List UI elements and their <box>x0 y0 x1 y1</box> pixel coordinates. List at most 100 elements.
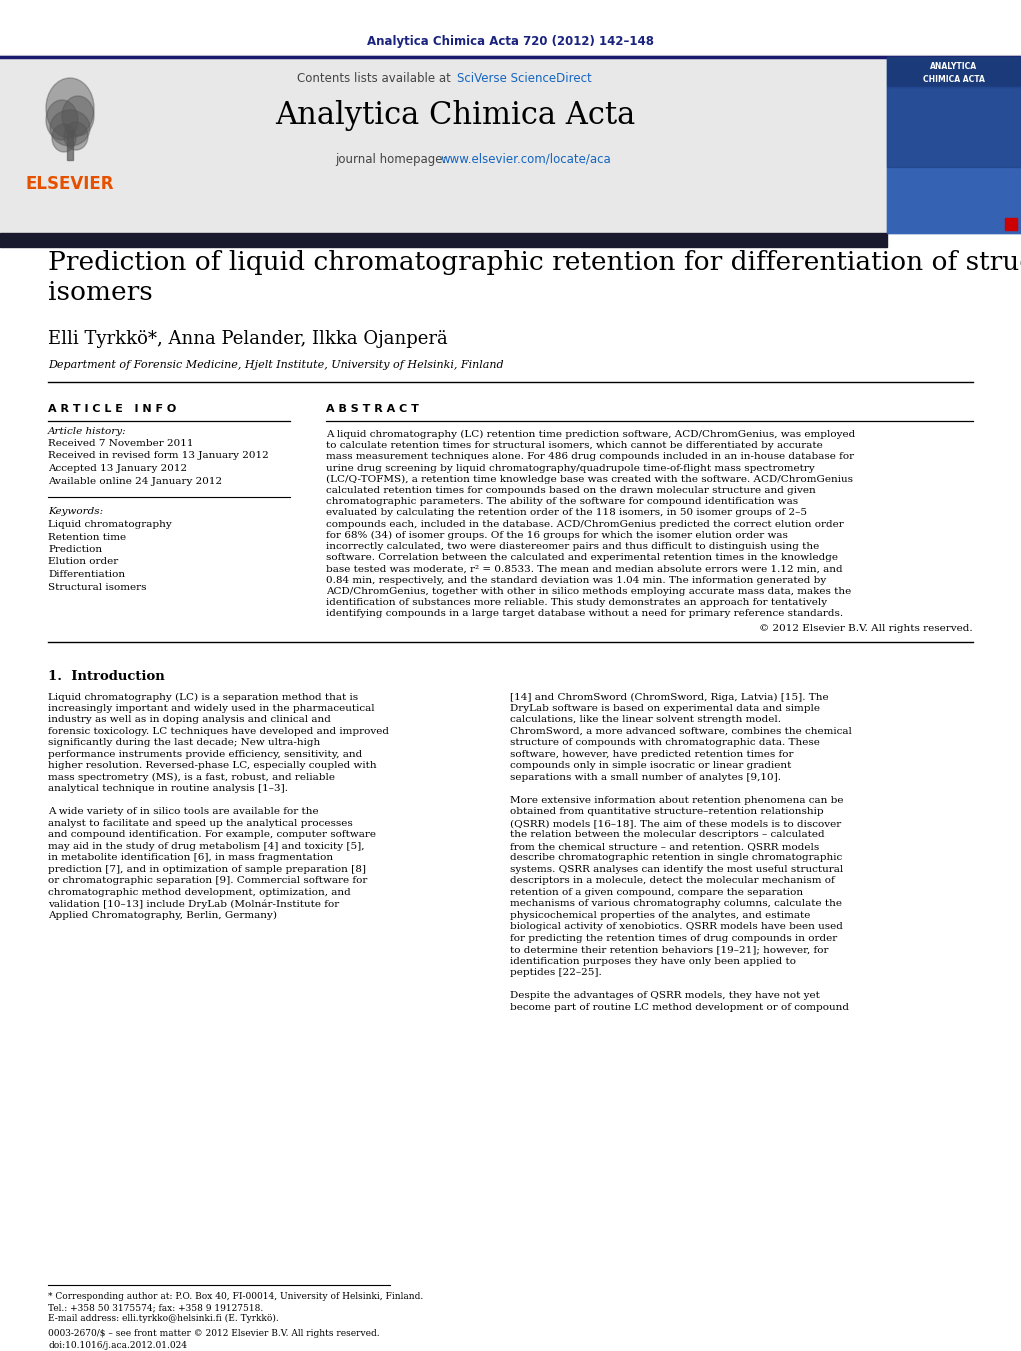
Text: evaluated by calculating the retention order of the 118 isomers, in 50 isomer gr: evaluated by calculating the retention o… <box>326 508 807 517</box>
Text: peptides [22–25].: peptides [22–25]. <box>510 969 601 977</box>
Text: calculated retention times for compounds based on the drawn molecular structure : calculated retention times for compounds… <box>326 486 816 494</box>
Text: biological activity of xenobiotics. QSRR models have been used: biological activity of xenobiotics. QSRR… <box>510 923 843 931</box>
Text: for predicting the retention times of drug compounds in order: for predicting the retention times of dr… <box>510 934 837 943</box>
Text: Received in revised form 13 January 2012: Received in revised form 13 January 2012 <box>48 451 269 461</box>
Text: mass measurement techniques alone. For 486 drug compounds included in an in-hous: mass measurement techniques alone. For 4… <box>326 453 855 462</box>
Text: structure of compounds with chromatographic data. These: structure of compounds with chromatograp… <box>510 739 820 747</box>
Text: © 2012 Elsevier B.V. All rights reserved.: © 2012 Elsevier B.V. All rights reserved… <box>760 624 973 634</box>
Text: higher resolution. Reversed-phase LC, especially coupled with: higher resolution. Reversed-phase LC, es… <box>48 762 377 770</box>
Text: obtained from quantitative structure–retention relationship: obtained from quantitative structure–ret… <box>510 808 824 816</box>
Text: performance instruments provide efficiency, sensitivity, and: performance instruments provide efficien… <box>48 750 362 759</box>
Text: compounds only in simple isocratic or linear gradient: compounds only in simple isocratic or li… <box>510 762 791 770</box>
Ellipse shape <box>52 124 76 153</box>
Text: Article history:: Article history: <box>48 427 127 436</box>
Text: identifying compounds in a large target database without a need for primary refe: identifying compounds in a large target … <box>326 609 843 619</box>
Text: validation [10–13] include DryLab (Molnár-Institute for: validation [10–13] include DryLab (Molná… <box>48 900 339 909</box>
Text: Analytica Chimica Acta: Analytica Chimica Acta <box>275 100 635 131</box>
Text: become part of routine LC method development or of compound: become part of routine LC method develop… <box>510 1002 849 1012</box>
Ellipse shape <box>64 122 88 150</box>
Text: to calculate retention times for structural isomers, which cannot be differentia: to calculate retention times for structu… <box>326 442 823 450</box>
Text: identification of substances more reliable. This study demonstrates an approach : identification of substances more reliab… <box>326 598 827 607</box>
Bar <box>887 57 1021 86</box>
Ellipse shape <box>46 100 78 141</box>
Text: More extensive information about retention phenomena can be: More extensive information about retenti… <box>510 796 843 805</box>
Text: from the chemical structure – and retention. QSRR models: from the chemical structure – and retent… <box>510 842 819 851</box>
Bar <box>1005 218 1017 230</box>
Text: A B S T R A C T: A B S T R A C T <box>326 404 419 413</box>
Text: Analytica Chimica Acta 720 (2012) 142–148: Analytica Chimica Acta 720 (2012) 142–14… <box>367 35 653 49</box>
Text: 1.  Introduction: 1. Introduction <box>48 670 164 684</box>
Text: Structural isomers: Structural isomers <box>48 582 146 592</box>
Text: Received 7 November 2011: Received 7 November 2011 <box>48 439 194 449</box>
Text: doi:10.1016/j.aca.2012.01.024: doi:10.1016/j.aca.2012.01.024 <box>48 1342 187 1350</box>
Text: software, however, have predicted retention times for: software, however, have predicted retent… <box>510 750 793 759</box>
Text: A liquid chromatography (LC) retention time prediction software, ACD/ChromGenius: A liquid chromatography (LC) retention t… <box>326 430 856 439</box>
Text: DryLab software is based on experimental data and simple: DryLab software is based on experimental… <box>510 704 820 713</box>
Text: analytical technique in routine analysis [1–3].: analytical technique in routine analysis… <box>48 785 288 793</box>
Text: significantly during the last decade; New ultra-high: significantly during the last decade; Ne… <box>48 739 321 747</box>
Text: systems. QSRR analyses can identify the most useful structural: systems. QSRR analyses can identify the … <box>510 865 843 874</box>
Text: Prediction of liquid chromatographic retention for differentiation of structural: Prediction of liquid chromatographic ret… <box>48 250 1021 276</box>
Text: identification purposes they have only been applied to: identification purposes they have only b… <box>510 957 796 966</box>
Text: SciVerse ScienceDirect: SciVerse ScienceDirect <box>457 72 592 85</box>
Text: 0.84 min, respectively, and the standard deviation was 1.04 min. The information: 0.84 min, respectively, and the standard… <box>326 576 826 585</box>
Text: www.elsevier.com/locate/aca: www.elsevier.com/locate/aca <box>440 153 611 166</box>
Text: forensic toxicology. LC techniques have developed and improved: forensic toxicology. LC techniques have … <box>48 727 389 736</box>
Text: industry as well as in doping analysis and clinical and: industry as well as in doping analysis a… <box>48 716 331 724</box>
Text: Despite the advantages of QSRR models, they have not yet: Despite the advantages of QSRR models, t… <box>510 992 820 1000</box>
Text: Liquid chromatography: Liquid chromatography <box>48 520 172 530</box>
Text: and compound identification. For example, computer software: and compound identification. For example… <box>48 831 376 839</box>
Bar <box>887 86 1021 232</box>
Text: ACD/ChromGenius, together with other in silico methods employing accurate mass d: ACD/ChromGenius, together with other in … <box>326 586 852 596</box>
Text: Elution order: Elution order <box>48 558 118 566</box>
Text: Tel.: +358 50 3175574; fax: +358 9 19127518.: Tel.: +358 50 3175574; fax: +358 9 19127… <box>48 1302 263 1312</box>
Text: Contents lists available at: Contents lists available at <box>297 72 455 85</box>
Text: Retention time: Retention time <box>48 532 127 542</box>
Text: ChromSword, a more advanced software, combines the chemical: ChromSword, a more advanced software, co… <box>510 727 852 736</box>
Text: to determine their retention behaviors [19–21]; however, for: to determine their retention behaviors [… <box>510 946 828 954</box>
Text: calculations, like the linear solvent strength model.: calculations, like the linear solvent st… <box>510 716 781 724</box>
Text: (QSRR) models [16–18]. The aim of these models is to discover: (QSRR) models [16–18]. The aim of these … <box>510 819 841 828</box>
Text: journal homepage:: journal homepage: <box>335 153 450 166</box>
Text: chromatographic method development, optimization, and: chromatographic method development, opti… <box>48 888 351 897</box>
Text: A R T I C L E   I N F O: A R T I C L E I N F O <box>48 404 177 413</box>
Text: ELSEVIER: ELSEVIER <box>26 176 114 193</box>
Text: mechanisms of various chromatography columns, calculate the: mechanisms of various chromatography col… <box>510 900 842 908</box>
Ellipse shape <box>46 78 94 138</box>
Text: retention of a given compound, compare the separation: retention of a given compound, compare t… <box>510 888 804 897</box>
Text: A wide variety of in silico tools are available for the: A wide variety of in silico tools are av… <box>48 808 319 816</box>
Text: Liquid chromatography (LC) is a separation method that is: Liquid chromatography (LC) is a separati… <box>48 693 358 701</box>
Text: Differentiation: Differentiation <box>48 570 126 580</box>
Text: E-mail address: elli.tyrkko@helsinki.fi (E. Tyrkkö).: E-mail address: elli.tyrkko@helsinki.fi … <box>48 1315 279 1323</box>
Text: Keywords:: Keywords: <box>48 507 103 516</box>
Text: descriptors in a molecule, detect the molecular mechanism of: descriptors in a molecule, detect the mo… <box>510 877 835 885</box>
Text: increasingly important and widely used in the pharmaceutical: increasingly important and widely used i… <box>48 704 375 713</box>
Text: urine drug screening by liquid chromatography/quadrupole time-of-flight mass spe: urine drug screening by liquid chromatog… <box>326 463 815 473</box>
Text: base tested was moderate, r² = 0.8533. The mean and median absolute errors were : base tested was moderate, r² = 0.8533. T… <box>326 565 842 573</box>
Text: in metabolite identification [6], in mass fragmentation: in metabolite identification [6], in mas… <box>48 854 333 862</box>
Text: 0003-2670/$ – see front matter © 2012 Elsevier B.V. All rights reserved.: 0003-2670/$ – see front matter © 2012 El… <box>48 1329 380 1337</box>
Bar <box>67 130 72 159</box>
Text: Accepted 13 January 2012: Accepted 13 January 2012 <box>48 463 187 473</box>
Text: isomers: isomers <box>48 280 153 305</box>
Text: software. Correlation between the calculated and experimental retention times in: software. Correlation between the calcul… <box>326 553 838 562</box>
Text: * Corresponding author at: P.O. Box 40, FI-00014, University of Helsinki, Finlan: * Corresponding author at: P.O. Box 40, … <box>48 1292 424 1301</box>
Text: separations with a small number of analytes [9,10].: separations with a small number of analy… <box>510 773 781 782</box>
Bar <box>887 57 1021 232</box>
Text: (LC/Q-TOFMS), a retention time knowledge base was created with the software. ACD: (LC/Q-TOFMS), a retention time knowledge… <box>326 474 853 484</box>
Text: Elli Tyrkkö*, Anna Pelander, Ilkka Ojanperä: Elli Tyrkkö*, Anna Pelander, Ilkka Ojanp… <box>48 330 448 349</box>
Bar <box>887 86 1021 168</box>
Text: may aid in the study of drug metabolism [4] and toxicity [5],: may aid in the study of drug metabolism … <box>48 842 364 851</box>
Text: [14] and ChromSword (ChromSword, Riga, Latvia) [15]. The: [14] and ChromSword (ChromSword, Riga, L… <box>510 693 829 701</box>
Text: the relation between the molecular descriptors – calculated: the relation between the molecular descr… <box>510 831 825 839</box>
Text: mass spectrometry (MS), is a fast, robust, and reliable: mass spectrometry (MS), is a fast, robus… <box>48 773 335 782</box>
Text: Available online 24 January 2012: Available online 24 January 2012 <box>48 477 223 485</box>
Bar <box>0 55 1021 232</box>
Text: describe chromatographic retention in single chromatographic: describe chromatographic retention in si… <box>510 854 842 862</box>
Text: physicochemical properties of the analytes, and estimate: physicochemical properties of the analyt… <box>510 911 811 920</box>
Text: prediction [7], and in optimization of sample preparation [8]: prediction [7], and in optimization of s… <box>48 865 366 874</box>
Text: or chromatographic separation [9]. Commercial software for: or chromatographic separation [9]. Comme… <box>48 877 368 885</box>
Text: Department of Forensic Medicine, Hjelt Institute, University of Helsinki, Finlan: Department of Forensic Medicine, Hjelt I… <box>48 359 503 370</box>
Text: incorrectly calculated, two were diastereomer pairs and thus difficult to distin: incorrectly calculated, two were diaster… <box>326 542 819 551</box>
Text: ANALYTICA
CHIMICA ACTA: ANALYTICA CHIMICA ACTA <box>923 62 985 84</box>
